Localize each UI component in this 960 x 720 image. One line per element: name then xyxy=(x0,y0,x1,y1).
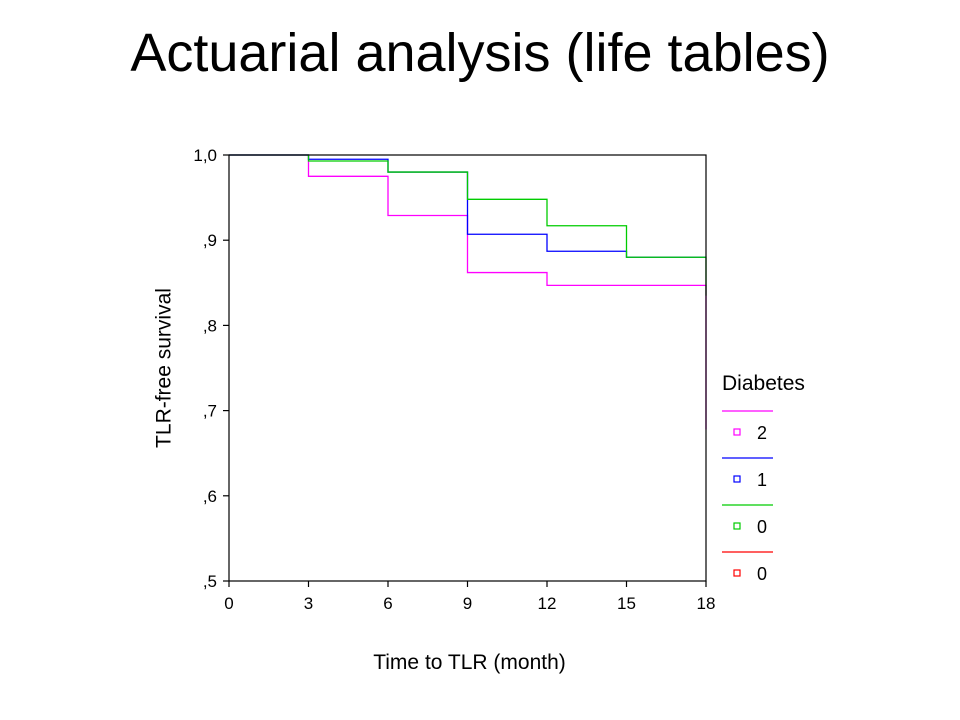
legend-item: 0 xyxy=(722,551,773,584)
legend-marker xyxy=(733,522,741,530)
x-tick-label: 12 xyxy=(538,594,557,613)
slide-title: Actuarial analysis (life tables) xyxy=(130,23,830,83)
x-tick-label: 3 xyxy=(304,594,313,613)
y-axis-title: TLR-free survival xyxy=(152,288,175,448)
legend-label: 2 xyxy=(757,423,767,443)
legend-title: Diabetes xyxy=(722,372,805,395)
x-tick-label: 0 xyxy=(224,594,233,613)
series-line-0 xyxy=(229,154,707,430)
y-tick-label: 1,0 xyxy=(193,146,217,165)
legend-item: 2 xyxy=(722,410,773,443)
x-tick-label: 18 xyxy=(697,594,716,613)
series-lines xyxy=(229,154,707,430)
y-tick-label: ,7 xyxy=(203,402,217,421)
x-axis-title: Time to TLR (month) xyxy=(373,651,566,674)
legend-marker xyxy=(733,569,741,577)
y-axis: ,5 ,6 ,7 ,8 ,9 1,0 xyxy=(193,146,229,591)
x-tick-label: 15 xyxy=(617,594,636,613)
y-tick-label: ,8 xyxy=(203,316,217,335)
legend-marker xyxy=(733,428,741,436)
legend-label: 0 xyxy=(757,564,767,584)
legend-item: 1 xyxy=(722,457,773,490)
legend-label: 1 xyxy=(757,470,767,490)
series-line-2 xyxy=(229,154,707,296)
y-tick-label: ,6 xyxy=(203,487,217,506)
x-tick-label: 6 xyxy=(383,594,392,613)
y-tick-label: ,5 xyxy=(203,572,217,591)
x-axis: 0 3 6 9 12 15 18 xyxy=(224,581,715,613)
legend-item: 0 xyxy=(722,504,773,537)
x-tick-label: 9 xyxy=(463,594,472,613)
legend-marker xyxy=(733,475,741,483)
legend-label: 0 xyxy=(757,517,767,537)
y-tick-label: ,9 xyxy=(203,231,217,250)
legend: 2 1 0 0 xyxy=(722,410,773,584)
